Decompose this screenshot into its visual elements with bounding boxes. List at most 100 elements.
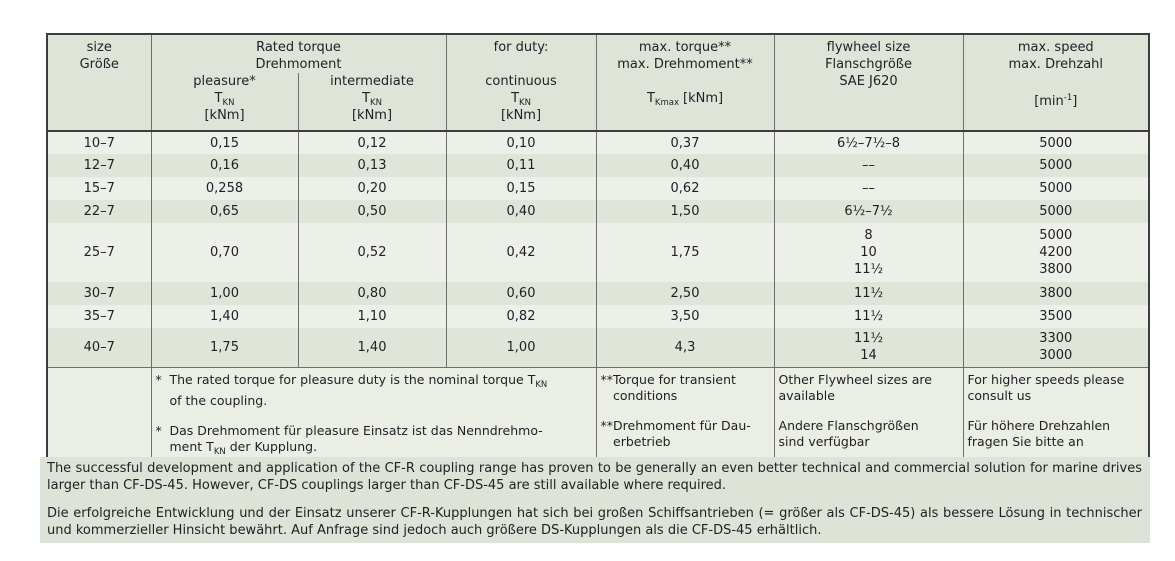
cell-max-torque: 2,50 bbox=[595, 282, 775, 305]
cell-size: 22–7 bbox=[47, 200, 151, 223]
header-continuous: continuous bbox=[485, 74, 557, 89]
table-header: size Größe Rated torque Drehmoment for d… bbox=[47, 34, 1150, 131]
cell-max-torque: 1,75 bbox=[595, 223, 775, 282]
cell-pleasure: 1,00 bbox=[150, 282, 298, 305]
cell-intermediate: 0,80 bbox=[297, 282, 447, 305]
footnote-speed-en: For higher speeds please consult us bbox=[967, 371, 1125, 404]
header-flywheel-de: Flanschgröße bbox=[825, 57, 912, 72]
table-row: 22–7 0,65 0,50 0,40 1,50 6½–7½ 5000 bbox=[47, 200, 1150, 223]
cell-continuous: 0,11 bbox=[445, 154, 597, 177]
cell-intermediate: 0,12 bbox=[297, 130, 447, 154]
note-paragraph-de: Die erfolgreiche Entwicklung und der Ein… bbox=[47, 506, 1142, 538]
cell-max-torque: 0,37 bbox=[595, 130, 775, 154]
cell-flywheel: 11½ 14 bbox=[773, 328, 964, 367]
cell-size: 15–7 bbox=[47, 177, 151, 200]
header-unit-knm: [kNm] bbox=[500, 108, 542, 123]
cell-continuous: 0,82 bbox=[445, 305, 597, 328]
table-row: 30–7 1,00 0,80 0,60 2,50 11½ 3800 bbox=[47, 282, 1150, 305]
cell-continuous: 0,40 bbox=[445, 200, 597, 223]
cell-intermediate: 1,10 bbox=[297, 305, 447, 328]
col-header-intermediate: intermediate TKN [kNm] bbox=[297, 73, 447, 131]
col-header-rated-torque: Rated torque Drehmoment bbox=[150, 34, 447, 73]
header-unit-min: [min-1] bbox=[1034, 93, 1078, 109]
header-intermediate: intermediate bbox=[330, 74, 414, 89]
col-header-flywheel: flywheel size Flanschgröße SAE J620 bbox=[773, 34, 964, 131]
cell-continuous: 0,42 bbox=[445, 223, 597, 282]
footnote-flywheel: Other Flywheel sizes are available Ander… bbox=[773, 366, 964, 462]
footnote-max-torque: ** Torque for transient conditions ** Dr… bbox=[595, 366, 775, 462]
cell-intermediate: 0,52 bbox=[297, 223, 447, 282]
cell-pleasure: 1,40 bbox=[150, 305, 298, 328]
footnote-flywheel-de: Andere Flanschgrößen sind verfügbar bbox=[778, 417, 919, 450]
header-duty: for duty: bbox=[493, 40, 549, 55]
header-max-speed-en: max. speed bbox=[1017, 40, 1094, 55]
col-header-size: size Größe bbox=[47, 34, 151, 131]
header-max-torque-de: max. Drehmoment** bbox=[617, 57, 753, 72]
cell-size: 35–7 bbox=[47, 305, 151, 328]
cell-max-speed: 3500 bbox=[962, 305, 1150, 328]
cell-pleasure: 0,65 bbox=[150, 200, 298, 223]
table-row: 25–7 0,70 0,52 0,42 1,75 8 10 11½ 5000 4… bbox=[47, 223, 1150, 282]
notes-block: The successful development and applicati… bbox=[40, 457, 1150, 543]
cell-intermediate: 0,20 bbox=[297, 177, 447, 200]
cell-max-speed: 5000 bbox=[962, 154, 1150, 177]
coupling-spec-table: size Größe Rated torque Drehmoment for d… bbox=[46, 33, 1151, 463]
cell-max-speed: 3300 3000 bbox=[962, 328, 1150, 367]
cell-pleasure: 0,258 bbox=[150, 177, 298, 200]
cell-pleasure: 1,75 bbox=[150, 328, 298, 367]
footnote-speed: For higher speeds please consult us Für … bbox=[962, 366, 1150, 462]
cell-continuous: 1,00 bbox=[445, 328, 597, 367]
cell-intermediate: 0,13 bbox=[297, 154, 447, 177]
table-row: 35–7 1,40 1,10 0,82 3,50 11½ 3500 bbox=[47, 305, 1150, 328]
cell-max-speed: 3800 bbox=[962, 282, 1150, 305]
footnote-empty-cell bbox=[47, 366, 151, 462]
cell-max-speed: 5000 bbox=[962, 177, 1150, 200]
cell-continuous: 0,10 bbox=[445, 130, 597, 154]
header-flywheel-std: SAE J620 bbox=[839, 74, 898, 89]
cell-flywheel: 6½–7½ bbox=[773, 200, 964, 223]
cell-pleasure: 0,16 bbox=[150, 154, 298, 177]
cell-flywheel: –– bbox=[773, 154, 964, 177]
header-size-en: size bbox=[86, 40, 112, 55]
header-max-speed-de: max. Drehzahl bbox=[1008, 57, 1104, 72]
footnote-speed-de: Für höhere Drehzahlen fragen Sie bitte a… bbox=[967, 417, 1111, 450]
table-row: 15–7 0,258 0,20 0,15 0,62 –– 5000 bbox=[47, 177, 1150, 200]
cell-max-speed: 5000 4200 3800 bbox=[962, 223, 1150, 282]
cell-flywheel: 11½ bbox=[773, 305, 964, 328]
footnote-marker: * bbox=[155, 422, 162, 438]
header-unit-knm: [kNm] bbox=[351, 108, 393, 123]
header-tkn-symbol: TKN bbox=[511, 91, 531, 108]
header-tkn-symbol: TKN bbox=[362, 91, 382, 108]
table-body: 10–7 0,15 0,12 0,10 0,37 6½–7½–8 5000 12… bbox=[47, 130, 1150, 462]
cell-size: 30–7 bbox=[47, 282, 151, 305]
cell-max-torque: 3,50 bbox=[595, 305, 775, 328]
cell-flywheel: 6½–7½–8 bbox=[773, 130, 964, 154]
header-size-de: Größe bbox=[79, 57, 119, 72]
header-tkmax-symbol: TKmax [kNm] bbox=[646, 91, 724, 108]
header-max-torque-en: max. torque** bbox=[638, 40, 732, 55]
table-row: 40–7 1,75 1,40 1,00 4,3 11½ 14 3300 3000 bbox=[47, 328, 1150, 367]
cell-size: 10–7 bbox=[47, 130, 151, 154]
cell-size: 25–7 bbox=[47, 223, 151, 282]
header-unit-knm: [kNm] bbox=[204, 108, 245, 123]
cell-intermediate: 1,40 bbox=[297, 328, 447, 367]
cell-pleasure: 0,15 bbox=[150, 130, 298, 154]
cell-intermediate: 0,50 bbox=[297, 200, 447, 223]
cell-continuous: 0,60 bbox=[445, 282, 597, 305]
table-row: 12–7 0,16 0,13 0,11 0,40 –– 5000 bbox=[47, 154, 1150, 177]
cell-max-torque: 0,40 bbox=[595, 154, 775, 177]
header-rated-en: Rated torque bbox=[256, 40, 341, 55]
cell-continuous: 0,15 bbox=[445, 177, 597, 200]
cell-flywheel: 11½ bbox=[773, 282, 964, 305]
footnote-max-torque-de: ** Drehmoment für Dau- erbetrieb bbox=[600, 417, 751, 450]
col-header-max-torque: max. torque** max. Drehmoment** TKmax [kN… bbox=[595, 34, 775, 131]
cell-max-speed: 5000 bbox=[962, 130, 1150, 154]
cell-flywheel: –– bbox=[773, 177, 964, 200]
header-flywheel-en: flywheel size bbox=[826, 40, 911, 55]
cell-pleasure: 0,70 bbox=[150, 223, 298, 282]
cell-size: 40–7 bbox=[47, 328, 151, 367]
col-header-max-speed: max. speed max. Drehzahl [min-1] bbox=[962, 34, 1150, 131]
note-paragraph-en: The successful development and applicati… bbox=[47, 461, 1142, 493]
footnote-flywheel-en: Other Flywheel sizes are available bbox=[778, 371, 932, 404]
